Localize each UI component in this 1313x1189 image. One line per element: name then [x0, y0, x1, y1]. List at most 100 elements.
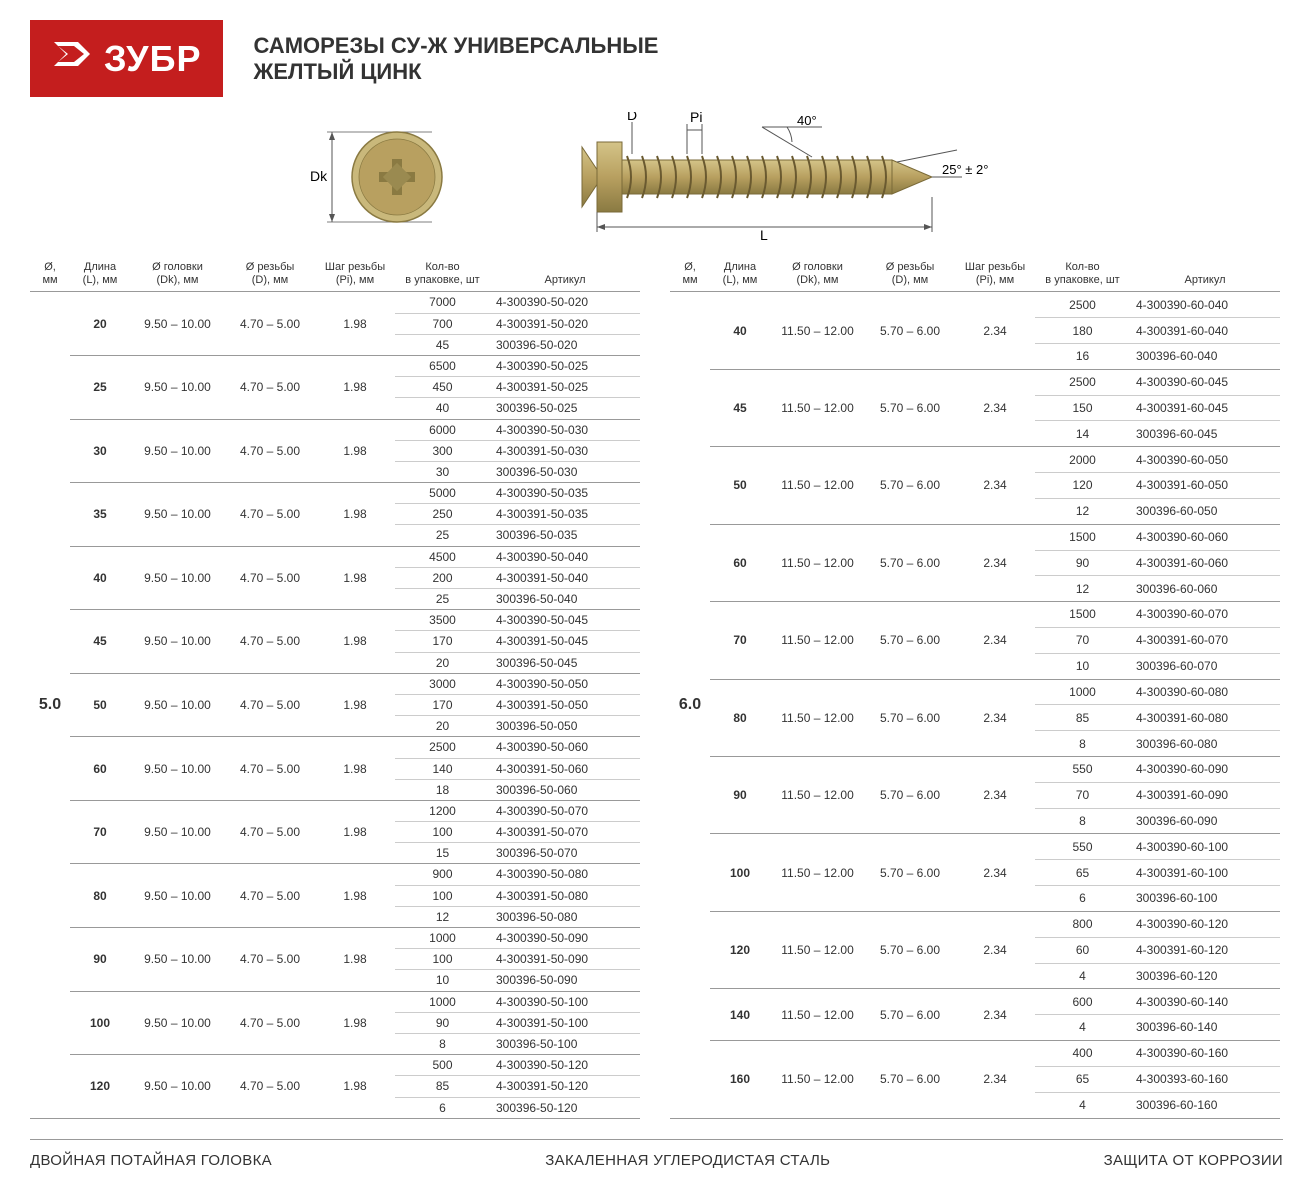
- diameter-cell: 5.0: [30, 292, 70, 1118]
- article-cell: 4-300390-60-080: [1130, 679, 1280, 705]
- table-row: 12011.50 – 12.005.70 – 6.002.348004-3003…: [670, 911, 1280, 937]
- thread-dia-cell: 5.70 – 6.00: [865, 834, 955, 911]
- qty-cell: 4: [1035, 1015, 1130, 1041]
- head-diagram: Dk: [302, 112, 452, 242]
- table-header: Ø резьбы(D), мм: [865, 257, 955, 292]
- qty-cell: 4: [1035, 1092, 1130, 1118]
- qty-cell: 2500: [1035, 369, 1130, 395]
- article-cell: 300396-60-160: [1130, 1092, 1280, 1118]
- article-cell: 4-300390-50-030: [490, 419, 640, 440]
- header: ЗУБР САМОРЕЗЫ СУ-Ж УНИВЕРСАЛЬНЫЕ ЖЕЛТЫЙ …: [30, 20, 1283, 97]
- thread-dia-cell: 5.70 – 6.00: [865, 447, 955, 524]
- article-cell: 4-300391-50-020: [490, 313, 640, 334]
- table-row: 10011.50 – 12.005.70 – 6.002.345504-3003…: [670, 834, 1280, 860]
- qty-cell: 1500: [1035, 602, 1130, 628]
- head-dia-cell: 9.50 – 10.00: [130, 800, 225, 864]
- qty-cell: 85: [1035, 705, 1130, 731]
- article-cell: 4-300391-50-120: [490, 1076, 640, 1097]
- qty-cell: 1000: [395, 991, 490, 1012]
- table-row: 7011.50 – 12.005.70 – 6.002.3415004-3003…: [670, 602, 1280, 628]
- qty-cell: 700: [395, 313, 490, 334]
- article-cell: 4-300390-50-080: [490, 864, 640, 885]
- article-cell: 4-300390-60-040: [1130, 292, 1280, 318]
- article-cell: 4-300390-60-140: [1130, 989, 1280, 1015]
- head-dia-cell: 9.50 – 10.00: [130, 991, 225, 1055]
- table-row: 409.50 – 10.004.70 – 5.001.9845004-30039…: [30, 546, 640, 567]
- article-cell: 300396-50-060: [490, 779, 640, 800]
- article-cell: 300396-50-045: [490, 652, 640, 673]
- thread-dia-cell: 5.70 – 6.00: [865, 292, 955, 369]
- length-cell: 70: [70, 800, 130, 864]
- article-cell: 4-300390-50-120: [490, 1055, 640, 1076]
- pitch-cell: 1.98: [315, 800, 395, 864]
- qty-cell: 2500: [395, 737, 490, 758]
- pitch-cell: 1.98: [315, 1055, 395, 1119]
- article-cell: 4-300391-60-080: [1130, 705, 1280, 731]
- head-dia-cell: 11.50 – 12.00: [770, 679, 865, 756]
- article-cell: 4-300391-50-035: [490, 504, 640, 525]
- head-dia-cell: 11.50 – 12.00: [770, 911, 865, 988]
- table-row: 459.50 – 10.004.70 – 5.001.9835004-30039…: [30, 610, 640, 631]
- thread-dia-cell: 5.70 – 6.00: [865, 911, 955, 988]
- thread-dia-cell: 4.70 – 5.00: [225, 864, 315, 928]
- article-cell: 4-300390-60-070: [1130, 602, 1280, 628]
- qty-cell: 90: [395, 1012, 490, 1033]
- thread-dia-cell: 4.70 – 5.00: [225, 419, 315, 483]
- length-cell: 40: [710, 292, 770, 369]
- qty-cell: 10: [395, 970, 490, 991]
- length-cell: 80: [710, 679, 770, 756]
- qty-cell: 150: [1035, 395, 1130, 421]
- qty-cell: 2000: [1035, 447, 1130, 473]
- thread-dia-cell: 5.70 – 6.00: [865, 989, 955, 1041]
- table-row: 359.50 – 10.004.70 – 5.001.9850004-30039…: [30, 483, 640, 504]
- table-header: Длина(L), мм: [710, 257, 770, 292]
- article-cell: 4-300390-60-090: [1130, 757, 1280, 783]
- length-cell: 25: [70, 355, 130, 419]
- qty-cell: 3500: [395, 610, 490, 631]
- thread-dia-cell: 5.70 – 6.00: [865, 757, 955, 834]
- pitch-cell: 1.98: [315, 991, 395, 1055]
- article-cell: 300396-50-070: [490, 843, 640, 864]
- pitch-cell: 1.98: [315, 483, 395, 547]
- article-cell: 4-300391-60-090: [1130, 782, 1280, 808]
- logo-text: ЗУБР: [104, 38, 201, 80]
- table-row: 6.04011.50 – 12.005.70 – 6.002.3425004-3…: [670, 292, 1280, 318]
- table-row: 5011.50 – 12.005.70 – 6.002.3420004-3003…: [670, 447, 1280, 473]
- qty-cell: 3000: [395, 673, 490, 694]
- qty-cell: 30: [395, 461, 490, 482]
- article-cell: 300396-50-020: [490, 334, 640, 355]
- head-dia-cell: 11.50 – 12.00: [770, 602, 865, 679]
- article-cell: 300396-60-120: [1130, 963, 1280, 989]
- table-row: 1209.50 – 10.004.70 – 5.001.985004-30039…: [30, 1055, 640, 1076]
- article-cell: 300396-50-120: [490, 1097, 640, 1118]
- head-dia-cell: 11.50 – 12.00: [770, 524, 865, 601]
- qty-cell: 400: [1035, 1040, 1130, 1066]
- qty-cell: 170: [395, 631, 490, 652]
- qty-cell: 600: [1035, 989, 1130, 1015]
- qty-cell: 300: [395, 440, 490, 461]
- thread-dia-cell: 4.70 – 5.00: [225, 737, 315, 801]
- pitch-cell: 2.34: [955, 524, 1035, 601]
- svg-text:Dk: Dk: [310, 168, 328, 184]
- thread-dia-cell: 4.70 – 5.00: [225, 546, 315, 610]
- table-header: Ø,мм: [670, 257, 710, 292]
- table-header: Кол-вов упаковке, шт: [1035, 257, 1130, 292]
- pitch-cell: 2.34: [955, 911, 1035, 988]
- head-dia-cell: 9.50 – 10.00: [130, 546, 225, 610]
- length-cell: 60: [710, 524, 770, 601]
- head-dia-cell: 11.50 – 12.00: [770, 1040, 865, 1118]
- table-row: 8011.50 – 12.005.70 – 6.002.3410004-3003…: [670, 679, 1280, 705]
- article-cell: 4-300391-50-100: [490, 1012, 640, 1033]
- article-cell: 4-300391-50-080: [490, 885, 640, 906]
- article-cell: 4-300390-50-060: [490, 737, 640, 758]
- title-line1: САМОРЕЗЫ СУ-Ж УНИВЕРСАЛЬНЫЕ: [253, 33, 658, 59]
- svg-text:Pi: Pi: [690, 112, 702, 125]
- qty-cell: 65: [1035, 860, 1130, 886]
- brand-logo: ЗУБР: [30, 20, 223, 97]
- pitch-cell: 1.98: [315, 673, 395, 737]
- table-row: 9011.50 – 12.005.70 – 6.002.345504-30039…: [670, 757, 1280, 783]
- article-cell: 4-300390-60-045: [1130, 369, 1280, 395]
- article-cell: 300396-50-080: [490, 906, 640, 927]
- qty-cell: 8: [1035, 808, 1130, 834]
- pitch-cell: 2.34: [955, 1040, 1035, 1118]
